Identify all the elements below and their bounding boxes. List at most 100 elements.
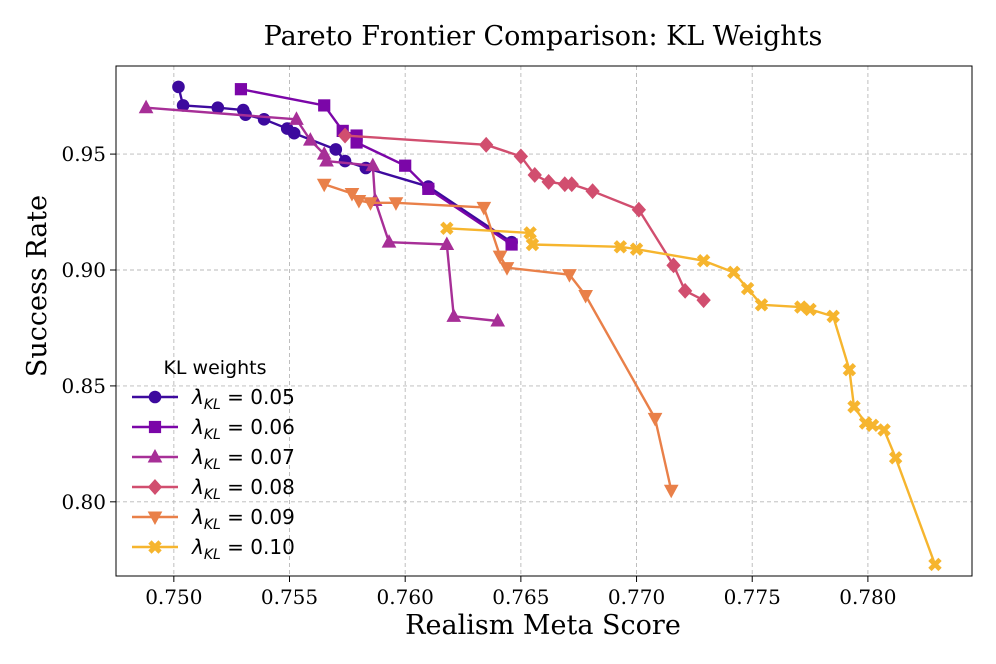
x-axis-label: Realism Meta Score bbox=[405, 610, 681, 641]
y-tick-label: 0.85 bbox=[61, 374, 106, 398]
data-point bbox=[696, 292, 711, 309]
data-point bbox=[578, 290, 593, 304]
data-point bbox=[338, 154, 352, 168]
series-3 bbox=[138, 99, 506, 327]
data-point bbox=[388, 197, 404, 211]
data-point bbox=[234, 83, 248, 96]
legend-title: KL weights bbox=[163, 357, 266, 379]
data-point bbox=[562, 269, 577, 283]
data-point bbox=[754, 298, 769, 312]
legend-item: λKL = 0.07 bbox=[132, 445, 295, 473]
data-point bbox=[727, 265, 741, 280]
data-point bbox=[677, 282, 693, 299]
data-point bbox=[478, 136, 494, 153]
data-point bbox=[523, 226, 537, 240]
x-tick-label: 0.760 bbox=[377, 585, 434, 609]
data-point bbox=[513, 148, 529, 165]
data-point bbox=[613, 240, 628, 254]
data-point bbox=[351, 194, 367, 209]
data-point bbox=[564, 176, 579, 193]
data-point bbox=[888, 451, 903, 465]
legend-item: λKL = 0.09 bbox=[132, 505, 295, 533]
series-layer bbox=[138, 80, 942, 572]
data-point bbox=[499, 262, 515, 276]
data-point bbox=[172, 80, 185, 94]
data-point bbox=[365, 157, 381, 172]
data-point bbox=[344, 188, 360, 202]
legend-label: λKL = 0.07 bbox=[191, 445, 295, 473]
data-point bbox=[422, 182, 435, 195]
data-point bbox=[329, 143, 343, 156]
data-point bbox=[287, 126, 301, 140]
data-point bbox=[138, 99, 154, 114]
x-tick-label: 0.780 bbox=[839, 585, 896, 609]
plot-area-frame bbox=[115, 65, 973, 577]
series-2 bbox=[234, 83, 518, 251]
data-point bbox=[319, 152, 334, 167]
data-point bbox=[631, 201, 647, 218]
y-tick-label: 0.95 bbox=[61, 142, 106, 166]
legend-item: λKL = 0.05 bbox=[132, 385, 295, 413]
data-point bbox=[381, 234, 397, 248]
data-point bbox=[541, 173, 556, 190]
legend-label: λKL = 0.06 bbox=[191, 415, 295, 443]
legend-marker bbox=[148, 540, 162, 554]
legend-item: λKL = 0.08 bbox=[132, 475, 295, 503]
data-point bbox=[289, 111, 304, 125]
data-point bbox=[527, 167, 542, 183]
x-tick-label: 0.775 bbox=[724, 585, 781, 609]
data-point bbox=[505, 238, 518, 251]
chart-title: Pareto Frontier Comparison: KL Weights bbox=[264, 21, 823, 52]
x-tick-label: 0.755 bbox=[261, 585, 318, 609]
data-point bbox=[257, 113, 271, 126]
legend-marker bbox=[148, 390, 162, 404]
data-point bbox=[363, 197, 378, 211]
data-point bbox=[696, 254, 711, 268]
legend-item: λKL = 0.06 bbox=[132, 415, 295, 443]
legend-marker bbox=[147, 479, 163, 495]
data-point bbox=[842, 362, 857, 377]
axis-ticks: 0.750 0.755 0.760 0.765 0.770 0.775 0.780 0.80 0… bbox=[61, 142, 896, 609]
legend-marker bbox=[148, 420, 162, 434]
y-tick-label: 0.80 bbox=[61, 490, 106, 514]
legend-marker bbox=[147, 511, 163, 526]
data-point bbox=[316, 178, 332, 193]
data-point bbox=[525, 237, 540, 252]
data-point bbox=[302, 132, 318, 146]
data-point bbox=[740, 281, 755, 296]
data-point bbox=[585, 183, 600, 200]
data-point bbox=[629, 242, 644, 256]
data-point bbox=[865, 418, 880, 433]
data-point bbox=[492, 250, 508, 265]
data-point bbox=[803, 302, 817, 317]
data-point bbox=[877, 423, 891, 437]
data-point bbox=[847, 400, 861, 414]
y-tick-label: 0.90 bbox=[61, 258, 106, 282]
legend-label: λKL = 0.05 bbox=[191, 385, 295, 413]
data-point bbox=[337, 127, 353, 144]
y-axis-label: Success Rate bbox=[22, 195, 53, 377]
legend-item: λKL = 0.10 bbox=[132, 535, 295, 563]
data-point bbox=[446, 308, 462, 322]
legend-label: λKL = 0.10 bbox=[191, 535, 295, 563]
data-point bbox=[439, 236, 455, 250]
data-point bbox=[666, 257, 681, 274]
legend-label: λKL = 0.08 bbox=[191, 475, 295, 503]
x-tick-label: 0.750 bbox=[145, 585, 202, 609]
x-tick-label: 0.770 bbox=[608, 585, 665, 609]
data-point bbox=[476, 201, 492, 216]
data-point bbox=[663, 484, 679, 499]
legend-label: λKL = 0.09 bbox=[191, 505, 295, 533]
data-point bbox=[490, 312, 506, 327]
data-point bbox=[399, 159, 412, 172]
data-point bbox=[318, 99, 331, 112]
x-tick-label: 0.765 bbox=[492, 585, 549, 609]
data-point bbox=[928, 557, 942, 572]
data-point bbox=[826, 309, 840, 324]
legend-marker bbox=[147, 448, 163, 463]
series-6 bbox=[440, 221, 942, 572]
